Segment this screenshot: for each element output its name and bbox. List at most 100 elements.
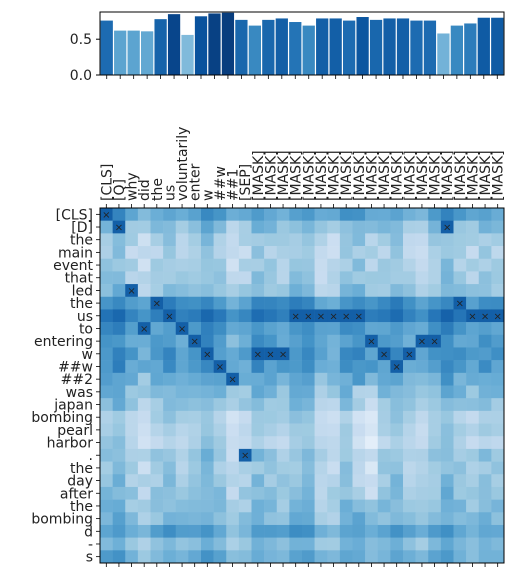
- heatmap-cell: [276, 347, 290, 361]
- heatmap-cell: [390, 448, 404, 462]
- heatmap-cell: [226, 512, 240, 526]
- heatmap-cell: [478, 322, 492, 336]
- heatmap-cell: [112, 258, 126, 272]
- heatmap-cell: [440, 208, 454, 221]
- heatmap-cell: [112, 309, 126, 323]
- heatmap-cell: [466, 309, 480, 323]
- heatmap-y-tick-label: event: [53, 258, 93, 274]
- heatmap-cell: [213, 220, 227, 234]
- heatmap-cell: [352, 423, 366, 437]
- heatmap-cell: [403, 524, 416, 538]
- heatmap-cell: [440, 398, 454, 412]
- heatmap-cell: [365, 550, 379, 564]
- bar: [450, 25, 463, 75]
- heatmap-cell: [188, 322, 202, 336]
- heatmap-cell: [339, 258, 353, 272]
- heatmap-cell: [213, 360, 227, 374]
- heatmap-cell: [377, 334, 391, 348]
- heatmap-cell: [302, 436, 315, 450]
- heatmap-cell: [201, 372, 214, 386]
- bar: [477, 17, 490, 75]
- heatmap-cell: [440, 347, 454, 361]
- heatmap-cell: [137, 322, 151, 336]
- heatmap-cell: [125, 512, 139, 526]
- attention-mark: ×: [367, 337, 375, 348]
- heatmap-cell: [251, 296, 265, 310]
- heatmap-cell: [251, 385, 265, 399]
- heatmap-cell: [238, 296, 252, 310]
- bar: [356, 17, 369, 75]
- attention-mark: ×: [190, 337, 198, 348]
- heatmap-cell: [163, 461, 177, 475]
- heatmap-cell: [251, 474, 265, 488]
- heatmap-cell: [440, 423, 454, 437]
- heatmap-cell: [428, 448, 442, 462]
- heatmap-cell: [365, 436, 379, 450]
- heatmap-cell: [415, 398, 429, 412]
- heatmap-cell: [238, 524, 252, 538]
- attention-mark: ×: [481, 311, 489, 322]
- bar: [167, 14, 181, 75]
- heatmap-cell: [163, 271, 177, 285]
- heatmap-cell: [339, 284, 353, 298]
- heatmap-cell: [201, 334, 214, 348]
- heatmap-cell: [150, 208, 164, 221]
- heatmap-cell: [390, 334, 404, 348]
- heatmap-cell: [112, 322, 126, 336]
- heatmap-cell: [453, 448, 467, 462]
- heatmap-cell: [339, 410, 353, 424]
- heatmap-cell: [314, 512, 328, 526]
- heatmap-x-tick-label: ##w: [213, 166, 229, 201]
- heatmap-cell: [125, 309, 139, 323]
- heatmap-cell: [125, 360, 139, 374]
- heatmap-cell: [327, 309, 341, 323]
- heatmap-cell: [125, 258, 139, 272]
- heatmap-cell: [352, 448, 366, 462]
- attention-mark: ×: [329, 311, 337, 322]
- heatmap-cell: [365, 360, 379, 374]
- heatmap-cell: [327, 448, 341, 462]
- heatmap-cell: [403, 284, 416, 298]
- heatmap-cell: [201, 461, 214, 475]
- heatmap-cell: [150, 436, 164, 450]
- heatmap-cell: [415, 512, 429, 526]
- heatmap-cell: [428, 220, 442, 234]
- heatmap-cell: [238, 220, 252, 234]
- heatmap-cell: [339, 448, 353, 462]
- heatmap-cell: [403, 499, 416, 513]
- heatmap-cell: [238, 398, 252, 412]
- heatmap-cell: [314, 284, 328, 298]
- heatmap-cell: [238, 322, 252, 336]
- heatmap-cell: [478, 499, 492, 513]
- heatmap-cell: [276, 322, 290, 336]
- heatmap-cell: [188, 398, 202, 412]
- heatmap-cell: [327, 499, 341, 513]
- bar: [208, 13, 221, 76]
- heatmap-cell: [175, 486, 189, 500]
- heatmap-cell: [188, 550, 202, 564]
- heatmap-cell: [137, 385, 151, 399]
- heatmap-cell: [491, 220, 505, 234]
- heatmap-cell: [188, 537, 202, 551]
- heatmap-cell: [163, 486, 177, 500]
- heatmap-cell: [491, 436, 505, 450]
- heatmap-cell: [137, 372, 151, 386]
- heatmap-cell: [314, 524, 328, 538]
- heatmap-cell: [478, 309, 492, 323]
- heatmap-cell: [327, 246, 341, 260]
- heatmap-cell: [276, 499, 290, 513]
- heatmap-cell: [100, 233, 113, 247]
- heatmap-cell: [150, 309, 164, 323]
- heatmap-cell: [352, 524, 366, 538]
- heatmap-cell: [466, 322, 480, 336]
- heatmap-cell: [188, 220, 202, 234]
- heatmap-cell: [251, 524, 265, 538]
- heatmap-cell: [251, 372, 265, 386]
- heatmap-cell: [302, 296, 315, 310]
- heatmap-cell: [100, 410, 113, 424]
- heatmap-cell: [188, 448, 202, 462]
- heatmap-cell: [352, 385, 366, 399]
- heatmap-cell: [150, 550, 164, 564]
- heatmap-cell: [112, 448, 126, 462]
- heatmap-cell: [213, 550, 227, 564]
